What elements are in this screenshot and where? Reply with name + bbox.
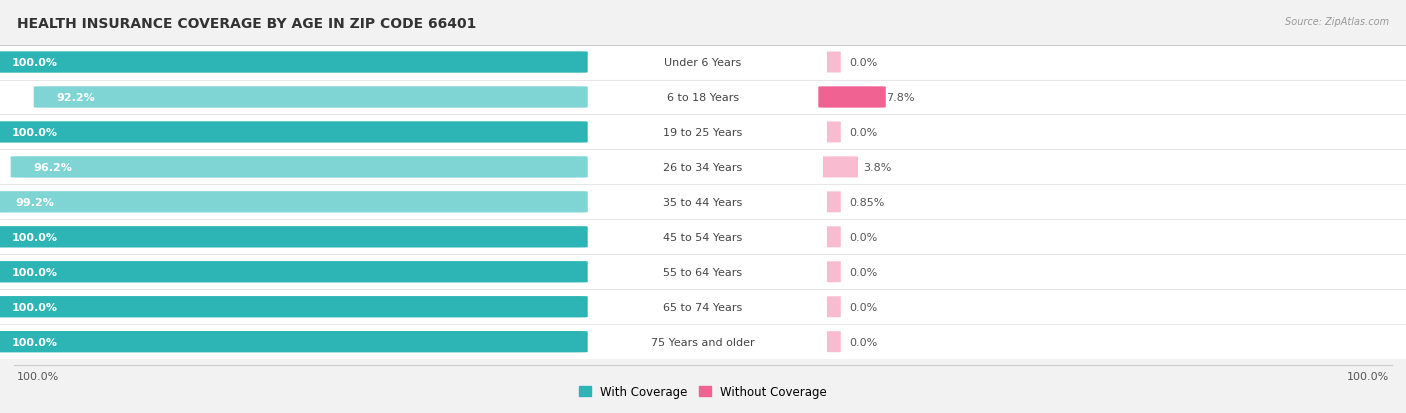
Text: 0.0%: 0.0% bbox=[849, 232, 877, 242]
FancyBboxPatch shape bbox=[827, 297, 841, 318]
FancyBboxPatch shape bbox=[827, 331, 841, 352]
Text: 0.0%: 0.0% bbox=[849, 337, 877, 347]
Text: 65 to 74 Years: 65 to 74 Years bbox=[664, 302, 742, 312]
Text: Under 6 Years: Under 6 Years bbox=[665, 58, 741, 68]
Text: 100.0%: 100.0% bbox=[17, 371, 59, 381]
FancyBboxPatch shape bbox=[827, 262, 841, 282]
FancyBboxPatch shape bbox=[0, 290, 1406, 325]
FancyBboxPatch shape bbox=[0, 122, 588, 143]
Text: 99.2%: 99.2% bbox=[15, 197, 55, 207]
FancyBboxPatch shape bbox=[0, 45, 1406, 81]
FancyBboxPatch shape bbox=[823, 157, 858, 178]
Text: 92.2%: 92.2% bbox=[56, 93, 96, 103]
FancyBboxPatch shape bbox=[0, 261, 588, 283]
Text: 96.2%: 96.2% bbox=[34, 162, 72, 173]
Text: 0.0%: 0.0% bbox=[849, 267, 877, 277]
Text: 100.0%: 100.0% bbox=[11, 232, 58, 242]
Text: 100.0%: 100.0% bbox=[11, 58, 58, 68]
Text: 35 to 44 Years: 35 to 44 Years bbox=[664, 197, 742, 207]
FancyBboxPatch shape bbox=[0, 192, 588, 213]
FancyBboxPatch shape bbox=[827, 192, 841, 213]
Text: 0.85%: 0.85% bbox=[849, 197, 884, 207]
Text: 100.0%: 100.0% bbox=[11, 337, 58, 347]
Text: 0.0%: 0.0% bbox=[849, 58, 877, 68]
Text: Source: ZipAtlas.com: Source: ZipAtlas.com bbox=[1285, 17, 1389, 26]
Text: 3.8%: 3.8% bbox=[863, 162, 891, 173]
Legend: With Coverage, Without Coverage: With Coverage, Without Coverage bbox=[574, 381, 832, 403]
Text: 0.0%: 0.0% bbox=[849, 128, 877, 138]
Text: 55 to 64 Years: 55 to 64 Years bbox=[664, 267, 742, 277]
Text: HEALTH INSURANCE COVERAGE BY AGE IN ZIP CODE 66401: HEALTH INSURANCE COVERAGE BY AGE IN ZIP … bbox=[17, 17, 477, 31]
Text: 7.8%: 7.8% bbox=[886, 93, 914, 103]
FancyBboxPatch shape bbox=[34, 87, 588, 108]
FancyBboxPatch shape bbox=[0, 150, 1406, 185]
FancyBboxPatch shape bbox=[0, 227, 588, 248]
Text: 6 to 18 Years: 6 to 18 Years bbox=[666, 93, 740, 103]
FancyBboxPatch shape bbox=[11, 157, 588, 178]
FancyBboxPatch shape bbox=[827, 227, 841, 248]
Text: 0.0%: 0.0% bbox=[849, 302, 877, 312]
FancyBboxPatch shape bbox=[827, 52, 841, 74]
FancyBboxPatch shape bbox=[0, 52, 588, 74]
FancyBboxPatch shape bbox=[818, 87, 886, 108]
Text: 26 to 34 Years: 26 to 34 Years bbox=[664, 162, 742, 173]
FancyBboxPatch shape bbox=[0, 185, 1406, 220]
FancyBboxPatch shape bbox=[827, 122, 841, 143]
FancyBboxPatch shape bbox=[0, 297, 588, 318]
FancyBboxPatch shape bbox=[0, 80, 1406, 115]
Text: 45 to 54 Years: 45 to 54 Years bbox=[664, 232, 742, 242]
FancyBboxPatch shape bbox=[0, 254, 1406, 290]
Text: 100.0%: 100.0% bbox=[11, 267, 58, 277]
FancyBboxPatch shape bbox=[0, 331, 588, 353]
Text: 19 to 25 Years: 19 to 25 Years bbox=[664, 128, 742, 138]
FancyBboxPatch shape bbox=[0, 220, 1406, 255]
Text: 75 Years and older: 75 Years and older bbox=[651, 337, 755, 347]
Text: 100.0%: 100.0% bbox=[1347, 371, 1389, 381]
Text: 100.0%: 100.0% bbox=[11, 302, 58, 312]
FancyBboxPatch shape bbox=[0, 324, 1406, 359]
FancyBboxPatch shape bbox=[0, 115, 1406, 150]
Text: 100.0%: 100.0% bbox=[11, 128, 58, 138]
